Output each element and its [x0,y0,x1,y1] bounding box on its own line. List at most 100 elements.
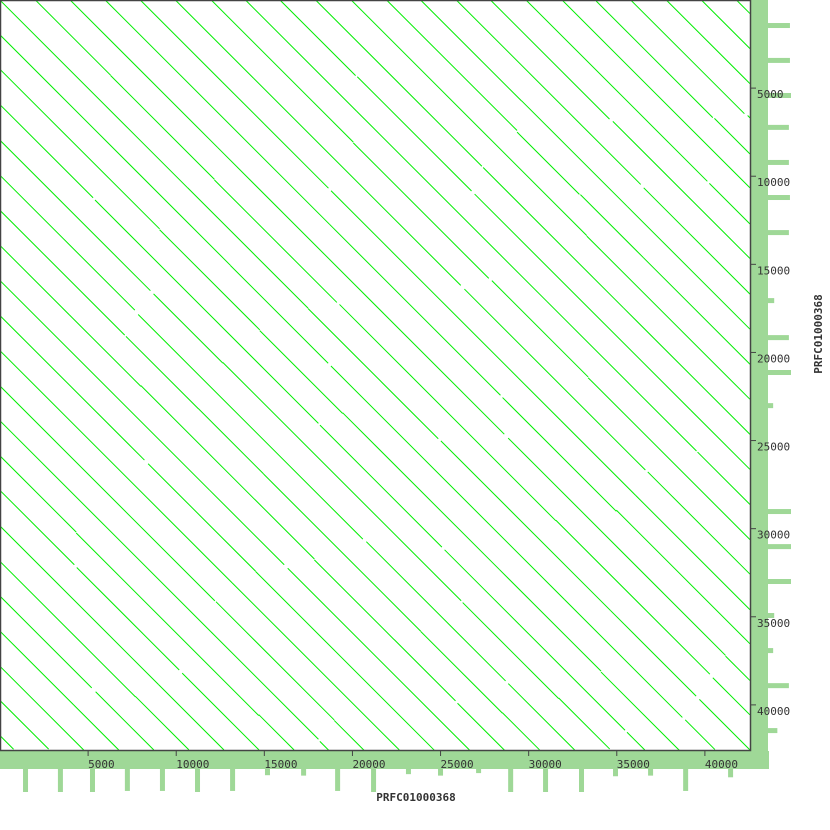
match-segment [0,455,77,533]
y-coverage-spike [767,403,774,409]
match-segment [385,0,518,131]
match-segment [365,541,506,682]
x-tick-label: 35000 [617,758,650,771]
match-segment [408,373,557,522]
match-segment [94,199,319,424]
match-segment [615,509,751,645]
match-segment [457,702,505,751]
x-coverage-spike [124,768,130,791]
match-segment [498,569,602,672]
y-tick-label: 5000 [757,88,784,101]
match-segment [626,731,646,751]
x-axis-title: PRFC01000368 [376,791,455,804]
match-segment [214,179,338,303]
match-segment [159,229,261,331]
match-segment [280,0,356,77]
match-segment [0,350,233,584]
x-coverage-spike [301,768,307,776]
y-coverage-spike [767,195,790,201]
match-segment [420,631,503,714]
y-tick-label: 35000 [757,617,790,630]
match-segment [350,0,588,236]
x-coverage-spike [159,768,165,791]
x-coverage-spike [195,768,201,792]
match-segment [586,235,751,400]
y-axis-title: PRFC01000368 [812,294,825,373]
match-segment [502,397,617,512]
y-coverage-spike [767,544,791,550]
match-segment [600,671,681,752]
match-segment [135,696,190,751]
match-segment [153,293,224,364]
match-segment [440,440,612,612]
y-tick-label: 15000 [757,264,790,277]
match-segment [255,571,435,751]
match-segment [714,118,751,155]
match-segment [561,0,751,189]
match-segment [221,81,329,189]
match-segment [0,68,160,230]
match-segment [139,0,223,83]
match-segment [231,582,398,749]
match-segment [462,602,560,699]
y-coverage-spike [767,23,790,29]
match-segment [507,683,576,751]
match-segment [444,549,521,626]
y-tick-label: 20000 [757,352,790,365]
x-coverage-spike [508,768,514,792]
match-segment [560,420,636,496]
match-segment [464,288,646,471]
match-segment [76,567,180,671]
match-segment [0,630,75,706]
match-segment [389,318,505,435]
x-coverage-spike [230,768,236,791]
match-segment [0,139,151,292]
match-segment [564,599,683,718]
match-segment [209,489,285,566]
match-segment [519,624,626,731]
y-coverage-spike [767,335,789,341]
match-segment [643,257,751,365]
match-segment [210,631,319,740]
x-coverage-spike [728,768,734,778]
match-segment [725,655,751,681]
match-lines [0,0,751,752]
match-segment [555,519,711,675]
match-segment [95,691,155,751]
match-segment [319,741,330,752]
match-segment [174,0,255,79]
x-tick-label: 25000 [441,758,474,771]
match-segment [0,280,210,491]
match-segment [0,700,49,750]
match-segment [140,385,255,500]
match-segment [397,747,400,751]
match-segment [612,120,751,259]
match-segment [0,174,136,311]
match-segment [339,304,410,375]
y-coverage-spike [767,579,791,585]
match-segment [263,473,422,632]
match-segment [333,720,365,751]
match-segment [330,365,565,601]
x-coverage-spike [579,768,585,792]
match-segment [0,490,75,566]
plot-frame [0,0,752,752]
x-tick-label: 20000 [352,758,385,771]
match-segment [0,385,216,602]
match-segment [521,100,628,207]
y-tick-label: 25000 [757,441,790,454]
match-segment [330,190,562,421]
x-coverage-band [0,751,751,769]
y-coverage-spike [767,370,791,376]
match-segment [747,115,751,119]
match-segment [319,424,443,548]
match-segment [684,719,716,750]
match-segment [746,80,751,85]
match-segment [197,408,264,475]
x-coverage-spike [23,768,29,792]
match-segment [474,193,692,411]
y-coverage-spike [767,57,790,63]
x-coverage-spike [613,768,619,777]
match-segment [258,714,295,751]
match-segment [307,308,439,440]
